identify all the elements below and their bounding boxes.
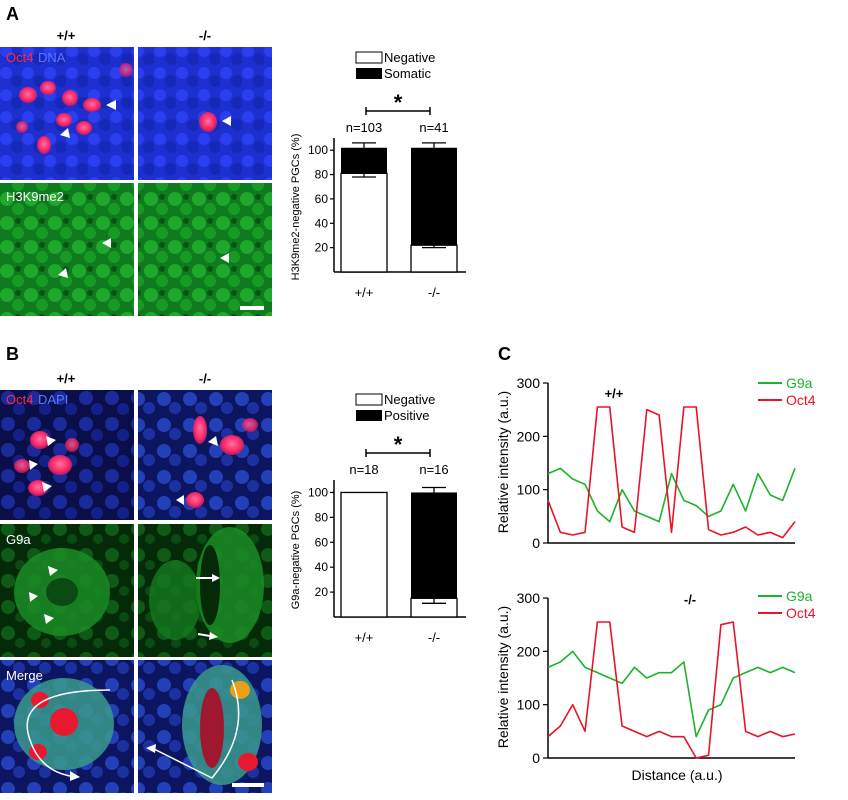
line-bottom-y-tick-label: 300 bbox=[517, 590, 541, 606]
sig-star-a: * bbox=[394, 90, 403, 115]
bar-b-y-tick-label: 40 bbox=[315, 560, 329, 574]
micrograph-b-merge-ko bbox=[138, 660, 272, 793]
bar-a-y-tick-label: 100 bbox=[308, 143, 328, 157]
legend-swatch-negative-a bbox=[355, 51, 383, 64]
sig-star-b: * bbox=[394, 432, 403, 457]
panel-b-genotype-ko: -/- bbox=[199, 371, 211, 386]
panel-a-genotype-wt: +/+ bbox=[57, 28, 76, 43]
x-tick-b-1: -/- bbox=[428, 630, 440, 645]
label-merge: Merge bbox=[6, 668, 43, 683]
legend-negative-a: Negative bbox=[384, 50, 435, 65]
line-top-series-oct4 bbox=[547, 406, 796, 539]
line-plot-top-area: 0 100 200 300 bbox=[517, 375, 796, 551]
x-label-c: Distance (a.u.) bbox=[631, 767, 722, 783]
bar-a-bar-top bbox=[341, 147, 387, 174]
label-oct4-a: Oct4 bbox=[6, 50, 33, 65]
bar-b-bar-negative bbox=[340, 491, 388, 618]
legend-g9a-top: G9a bbox=[786, 375, 813, 391]
scale-bar-a bbox=[240, 306, 264, 310]
bar-a-bar-negative bbox=[410, 244, 458, 273]
bar-a-bar-top bbox=[411, 147, 457, 246]
micrograph-b-g9a-ko bbox=[138, 524, 272, 657]
line-bottom-series-g9a bbox=[547, 650, 796, 738]
bar-b-y-tick-label: 60 bbox=[315, 535, 329, 549]
n-label-a-1: n=41 bbox=[419, 120, 448, 135]
n-label-a-0: n=103 bbox=[346, 120, 383, 135]
legend-g9a-bottom: G9a bbox=[786, 588, 813, 604]
label-dapi-b: DAPI bbox=[38, 392, 68, 407]
line-top-y-tick-label: 300 bbox=[517, 375, 541, 391]
bar-b-bar-top bbox=[411, 492, 457, 599]
legend-positive-b: Positive bbox=[384, 408, 430, 423]
x-tick-a-1: -/- bbox=[428, 285, 440, 300]
bar-b-y-tick-label: 100 bbox=[308, 485, 328, 499]
n-label-b-0: n=18 bbox=[349, 462, 378, 477]
x-tick-a-0: +/+ bbox=[355, 285, 374, 300]
scale-bar-b bbox=[232, 783, 264, 787]
label-dna-a: DNA bbox=[38, 50, 66, 65]
y-label-a: H3K9me2-negative PGCs (%) bbox=[290, 134, 302, 281]
label-g9a: G9a bbox=[6, 532, 31, 547]
panel-c-letter: C bbox=[498, 344, 511, 364]
label-h3k9me2: H3K9me2 bbox=[6, 189, 64, 204]
bar-a-y-tick-label: 20 bbox=[315, 241, 329, 255]
line-top-y-tick-label: 100 bbox=[517, 482, 541, 498]
legend-oct4-top: Oct4 bbox=[786, 392, 816, 408]
bar-b-y-tick-label: 80 bbox=[315, 510, 329, 524]
n-label-b-1: n=16 bbox=[419, 462, 448, 477]
legend-swatch-negative-b bbox=[355, 393, 383, 406]
bar-chart-b: Negative Positive * n=18 n=16 20 40 60 80 10… bbox=[290, 392, 466, 645]
legend-swatch-somatic-a bbox=[356, 68, 382, 79]
line-bottom-y-tick-label: 200 bbox=[517, 643, 541, 659]
legend-swatch-positive-b bbox=[356, 410, 382, 421]
legend-oct4-bottom: Oct4 bbox=[786, 605, 816, 621]
line-top-y-tick-label: 200 bbox=[517, 428, 541, 444]
line-bottom-y-tick-label: 100 bbox=[517, 697, 541, 713]
y-label-c-bottom: Relative intensity (a.u.) bbox=[495, 606, 511, 748]
bar-chart-a: Negative Somatic * n=103 n=41 20 40 60 80 10… bbox=[290, 50, 466, 300]
bar-a-y-tick-label: 60 bbox=[315, 192, 329, 206]
y-label-b: G9a-negative PGCs (%) bbox=[290, 491, 302, 610]
micrograph-b-oct4-dapi-ko bbox=[138, 390, 272, 520]
line-plot-bottom-area: 0 100 200 300 bbox=[517, 590, 796, 766]
panel-b-genotype-wt: +/+ bbox=[57, 371, 76, 386]
micrograph-b-merge-wt bbox=[0, 660, 134, 793]
bar-a-y-tick-label: 80 bbox=[315, 168, 329, 182]
y-label-c-top: Relative intensity (a.u.) bbox=[495, 391, 511, 533]
bar-b-y-tick-label: 20 bbox=[315, 585, 329, 599]
micrograph-a-oct4-dna-ko bbox=[138, 47, 272, 180]
bar-a-bar-negative bbox=[340, 172, 388, 273]
bar-a-y-tick-label: 40 bbox=[315, 216, 329, 230]
panel-a-genotype-ko: -/- bbox=[199, 28, 211, 43]
line-bottom-series-oct4 bbox=[547, 621, 796, 759]
label-oct4-b: Oct4 bbox=[6, 392, 33, 407]
line-top-y-tick-label: 0 bbox=[532, 535, 540, 551]
legend-negative-b: Negative bbox=[384, 392, 435, 407]
panel-b-letter: B bbox=[6, 344, 19, 364]
line-chart-c-bottom: -/- 0 100 200 300 Relative intensity (a.u.)… bbox=[495, 588, 816, 783]
panel-a-letter: A bbox=[6, 4, 19, 24]
legend-somatic-a: Somatic bbox=[384, 66, 431, 81]
line-chart-bottom-title: -/- bbox=[684, 592, 696, 607]
micrograph-a-h3k9me2-ko bbox=[138, 183, 272, 316]
micrograph-b-g9a-wt bbox=[0, 524, 134, 657]
line-bottom-y-tick-label: 0 bbox=[532, 750, 540, 766]
micrograph-a-oct4-dna-wt bbox=[0, 47, 134, 180]
x-tick-b-0: +/+ bbox=[355, 630, 374, 645]
bar-plot-b-area: 20 40 60 80 100 bbox=[308, 480, 466, 618]
line-top-series-g9a bbox=[547, 467, 796, 523]
bar-plot-a-area: 20 40 60 80 100 bbox=[308, 138, 466, 273]
line-chart-c-top: +/+ 0 100 200 300 Relative intensity (a.u.)… bbox=[495, 375, 816, 551]
micrograph-b-oct4-dapi-wt bbox=[0, 390, 134, 520]
line-chart-top-title: +/+ bbox=[605, 386, 624, 401]
micrograph-a-h3k9me2-wt bbox=[0, 183, 134, 316]
